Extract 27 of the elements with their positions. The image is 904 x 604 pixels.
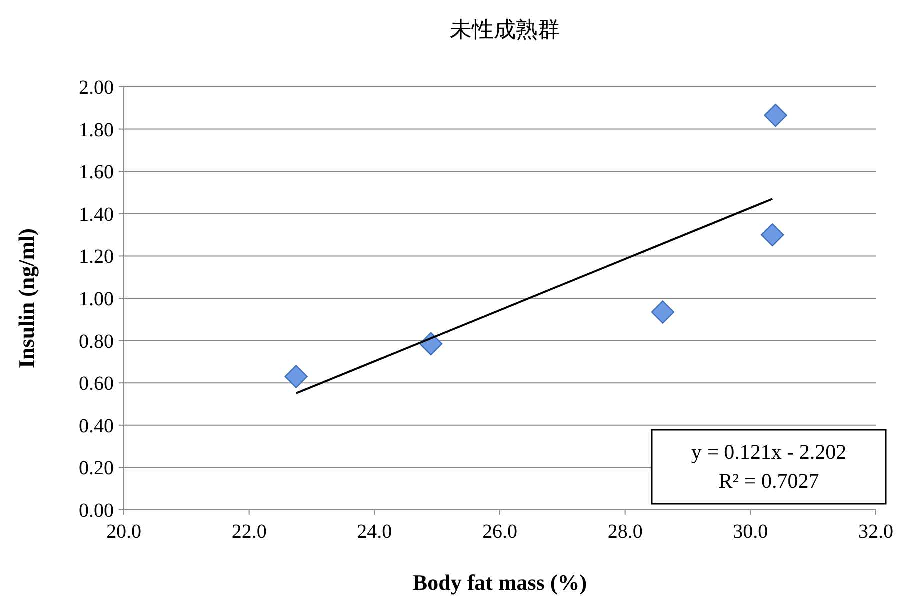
y-tick-label: 1.80 (79, 119, 114, 142)
x-tick-label: 32.0 (858, 521, 894, 543)
y-tick-label: 1.40 (79, 204, 114, 226)
point (761, 223, 784, 247)
y-tick-label: 1.60 (79, 162, 114, 184)
x-tick-label: 30.0 (733, 521, 768, 543)
y-tick-label: 2.00 (79, 77, 114, 99)
y-tick-label: 1.00 (79, 288, 114, 310)
y-tick-label: 0.80 (79, 330, 114, 353)
point (284, 365, 308, 388)
x-tick-label: 20.0 (106, 521, 142, 543)
x-axis-title: Body fat mass (%) (412, 570, 588, 595)
point (651, 300, 675, 324)
y-tick-label: 0.20 (79, 458, 114, 480)
y-tick-label: 0.40 (79, 415, 114, 438)
x-tick-label: 28.0 (608, 521, 643, 543)
x-tick-label: 22.0 (232, 521, 267, 543)
y-tick-label: 1.20 (79, 246, 114, 268)
y-axis-title: Insulin (ng/ml) (14, 228, 39, 368)
x-tick-label: 26.0 (482, 521, 518, 543)
annotation: y = 0.121x - 2.202 (691, 440, 847, 464)
y-tick-label: 0.00 (79, 500, 114, 522)
chart-title: 未性成熟群 (450, 17, 560, 42)
point (764, 104, 788, 128)
annotation: R² = 0.7027 (718, 469, 820, 493)
x-tick-label: 24.0 (357, 521, 392, 543)
y-tick-label: 0.60 (79, 373, 114, 396)
